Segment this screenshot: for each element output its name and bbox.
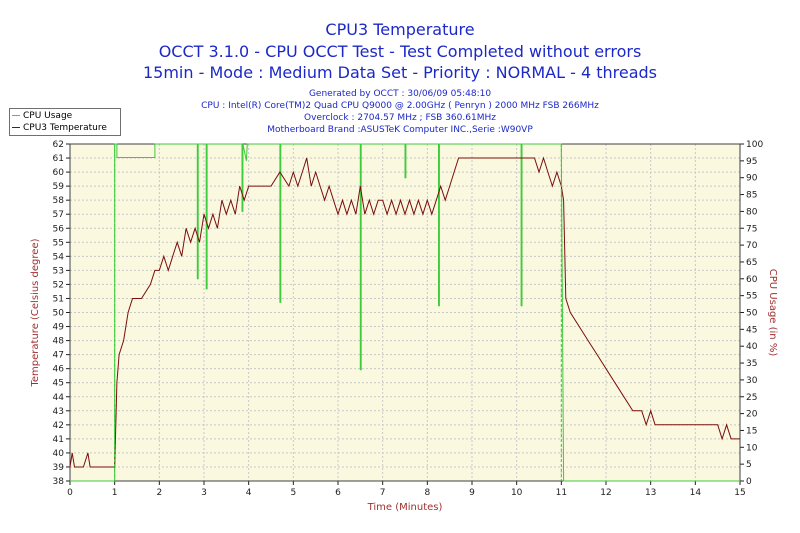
y2-tick-label: 95 — [746, 157, 757, 167]
y-tick-label: 54 — [53, 252, 65, 262]
y2-axis-label: CPU Usage (in %) — [767, 269, 778, 357]
y-tick-label: 53 — [53, 266, 64, 276]
info-motherboard: Motherboard Brand :ASUSTeK Computer INC.… — [267, 125, 533, 135]
y2-tick-label: 25 — [746, 393, 757, 403]
x-tick-label: 10 — [511, 488, 523, 498]
info-cpu: CPU : Intel(R) Core(TM)2 Quad CPU Q9000 … — [201, 101, 599, 111]
legend-item-cpu-usage: CPU Usage — [12, 110, 72, 122]
x-tick-label: 15 — [734, 488, 745, 498]
y-tick-label: 61 — [53, 154, 64, 164]
info-overclock: Overclock : 2704.57 MHz ; FSB 360.61MHz — [304, 113, 496, 123]
y-tick-label: 47 — [53, 351, 64, 361]
y-tick-label: 57 — [53, 210, 64, 220]
legend-item-cpu3-temperature: CPU3 Temperature — [12, 122, 107, 134]
y-tick-label: 40 — [53, 449, 65, 459]
x-tick-label: 11 — [556, 488, 567, 498]
series-line-cpu3-temperature — [69, 156, 740, 468]
x-tick-label: 6 — [335, 488, 341, 498]
y-tick-label: 59 — [53, 182, 65, 192]
y2-tick-label: 15 — [746, 426, 757, 436]
chart-subtitle-test: OCCT 3.1.0 - CPU OCCT Test - Test Comple… — [158, 42, 642, 61]
x-tick-label: 3 — [201, 488, 207, 498]
y-tick-label: 49 — [53, 323, 65, 333]
x-tick-label: 14 — [690, 488, 702, 498]
x-tick-label: 0 — [67, 488, 73, 498]
legend-swatch-cpu3-temperature — [12, 127, 20, 128]
y-tick-label: 39 — [53, 463, 65, 473]
chart-title: CPU3 Temperature — [325, 20, 475, 39]
y-tick-label: 41 — [53, 435, 64, 445]
y-tick-label: 50 — [53, 309, 65, 319]
y2-tick-label: 90 — [746, 174, 758, 184]
y2-tick-label: 75 — [746, 224, 757, 234]
x-tick-label: 13 — [645, 488, 656, 498]
chart-subtitle-mode: 15min - Mode : Medium Data Set - Priorit… — [142, 63, 658, 82]
legend-label-cpu3-temperature: CPU3 Temperature — [23, 123, 107, 133]
y-tick-label: 51 — [53, 294, 64, 304]
x-tick-label: 5 — [290, 488, 296, 498]
y2-tick-label: 100 — [746, 140, 763, 150]
info-generated: Generated by OCCT : 30/06/09 05:48:10 — [308, 89, 492, 99]
x-tick-label: 1 — [112, 488, 118, 498]
plot-area — [70, 144, 740, 481]
y-tick-label: 44 — [53, 393, 65, 403]
x-tick-label: 12 — [600, 488, 611, 498]
y2-tick-label: 10 — [746, 443, 758, 453]
x-tick-label: 9 — [469, 488, 475, 498]
y2-tick-label: 55 — [746, 292, 757, 302]
y2-tick-label: 65 — [746, 258, 757, 268]
y2-tick-label: 50 — [746, 309, 758, 319]
series-line-cpu-usage — [70, 143, 740, 482]
y-tick-label: 58 — [53, 196, 65, 206]
y2-tick-label: 70 — [746, 241, 758, 251]
y-tick-label: 55 — [53, 238, 64, 248]
y2-tick-label: 60 — [746, 275, 758, 285]
y2-tick-label: 40 — [746, 342, 758, 352]
y2-tick-label: 20 — [746, 410, 758, 420]
y-tick-label: 42 — [53, 421, 64, 431]
y2-tick-label: 30 — [746, 376, 758, 386]
y-tick-label: 60 — [53, 168, 65, 178]
y-tick-label: 52 — [53, 280, 64, 290]
y-tick-label: 62 — [53, 140, 64, 150]
x-tick-label: 8 — [424, 488, 430, 498]
x-tick-label: 7 — [380, 488, 386, 498]
y-tick-label: 38 — [53, 477, 65, 487]
y2-tick-label: 5 — [746, 460, 752, 470]
legend-swatch-cpu-usage — [12, 115, 20, 116]
y-tick-label: 48 — [53, 337, 65, 347]
y-tick-label: 46 — [53, 365, 65, 375]
x-tick-label: 4 — [246, 488, 252, 498]
y2-tick-label: 85 — [746, 191, 757, 201]
y-tick-label: 56 — [53, 224, 65, 234]
y2-tick-label: 80 — [746, 207, 758, 217]
y2-tick-label: 45 — [746, 325, 757, 335]
y2-tick-label: 0 — [746, 477, 752, 487]
y-tick-label: 43 — [53, 407, 64, 417]
legend-label-cpu-usage: CPU Usage — [23, 111, 73, 121]
legend: CPU Usage CPU3 Temperature — [9, 108, 121, 136]
x-tick-label: 2 — [156, 488, 162, 498]
y-tick-label: 45 — [53, 379, 64, 389]
x-axis-label: Time (Minutes) — [367, 502, 443, 513]
y2-tick-label: 35 — [746, 359, 757, 369]
y-axis-label: Temperature (Celsius degree) — [30, 238, 41, 387]
